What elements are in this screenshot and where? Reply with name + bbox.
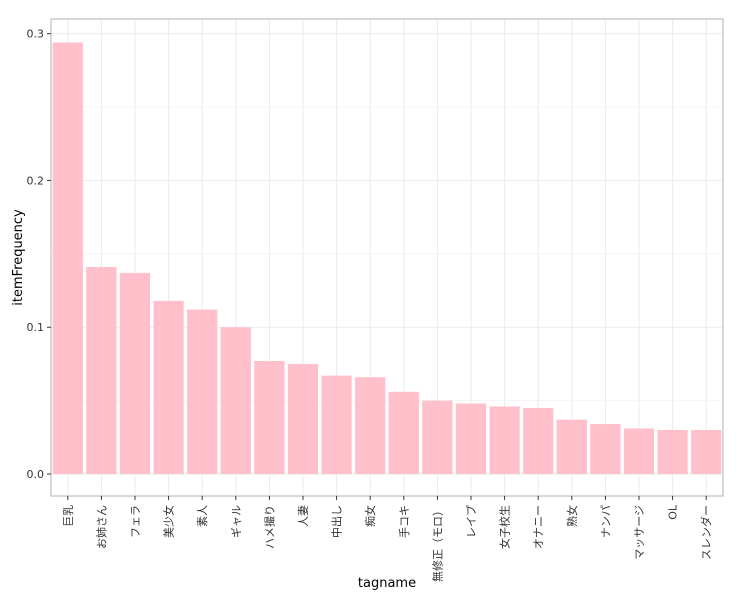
- bar: [623, 428, 655, 474]
- bar: [86, 267, 117, 474]
- bar: [355, 377, 386, 474]
- bar: [254, 360, 285, 474]
- y-tick-label: 0.1: [27, 321, 45, 334]
- x-tick-label: 無修正（モロ）: [430, 505, 444, 582]
- x-tick-label: 手コキ: [397, 505, 411, 538]
- bar: [657, 429, 688, 474]
- bar: [321, 375, 352, 474]
- bar: [556, 419, 587, 474]
- bar: [388, 391, 419, 474]
- bar: [287, 363, 319, 474]
- x-tick-label: 痴女: [363, 505, 377, 527]
- plot-border: [50, 18, 724, 497]
- bar: [52, 42, 83, 474]
- bars: [52, 42, 722, 474]
- x-axis: 巨乳 お姉さん フェラ 美少女 素人 ギャル ハメ撮り 人妻 中出し 痴女 手コキ 無修正（モロ） レイ…: [62, 496, 713, 582]
- x-tick-label: ハメ撮り: [262, 505, 276, 549]
- x-tick-label: マッサージ: [633, 505, 646, 560]
- x-tick-label: フェラ: [129, 505, 142, 538]
- x-tick-label: 女子校生: [498, 505, 512, 549]
- x-tick-label: ギャル: [230, 505, 243, 538]
- y-tick-label: 0.0: [27, 468, 45, 481]
- x-tick-label: レイプ: [465, 505, 478, 538]
- y-tick-label: 0.3: [27, 28, 45, 41]
- bar: [220, 327, 251, 474]
- bar: [187, 309, 218, 474]
- x-tick-label: スレンダー: [699, 505, 713, 560]
- y-tick-label: 0.2: [27, 174, 45, 187]
- x-tick-label: オナニー: [532, 505, 545, 549]
- x-tick-label: 美少女: [162, 505, 176, 538]
- x-tick-label: 中出し: [330, 505, 344, 538]
- x-tick-label: 熟女: [565, 505, 579, 527]
- y-axis-title: itemFrequency: [11, 209, 26, 306]
- bar: [455, 403, 487, 474]
- bar: [590, 424, 621, 474]
- x-tick-label: ナンパ: [599, 505, 612, 538]
- bar: [523, 407, 554, 474]
- plot-panel: [51, 19, 723, 496]
- x-tick-label: 巨乳: [62, 505, 75, 527]
- bar: [422, 400, 453, 474]
- y-axis: 0.0 0.1 0.2 0.3: [27, 28, 51, 481]
- x-axis-title: tagname: [358, 576, 416, 591]
- x-tick-label: OL: [667, 504, 680, 520]
- bar: [119, 272, 151, 474]
- x-tick-label: 素人: [196, 505, 209, 527]
- x-tick-label: 人妻: [297, 505, 310, 527]
- bar: [489, 406, 520, 474]
- bar: [153, 300, 184, 474]
- bar: [691, 429, 722, 474]
- x-tick-label: お姉さん: [94, 505, 108, 549]
